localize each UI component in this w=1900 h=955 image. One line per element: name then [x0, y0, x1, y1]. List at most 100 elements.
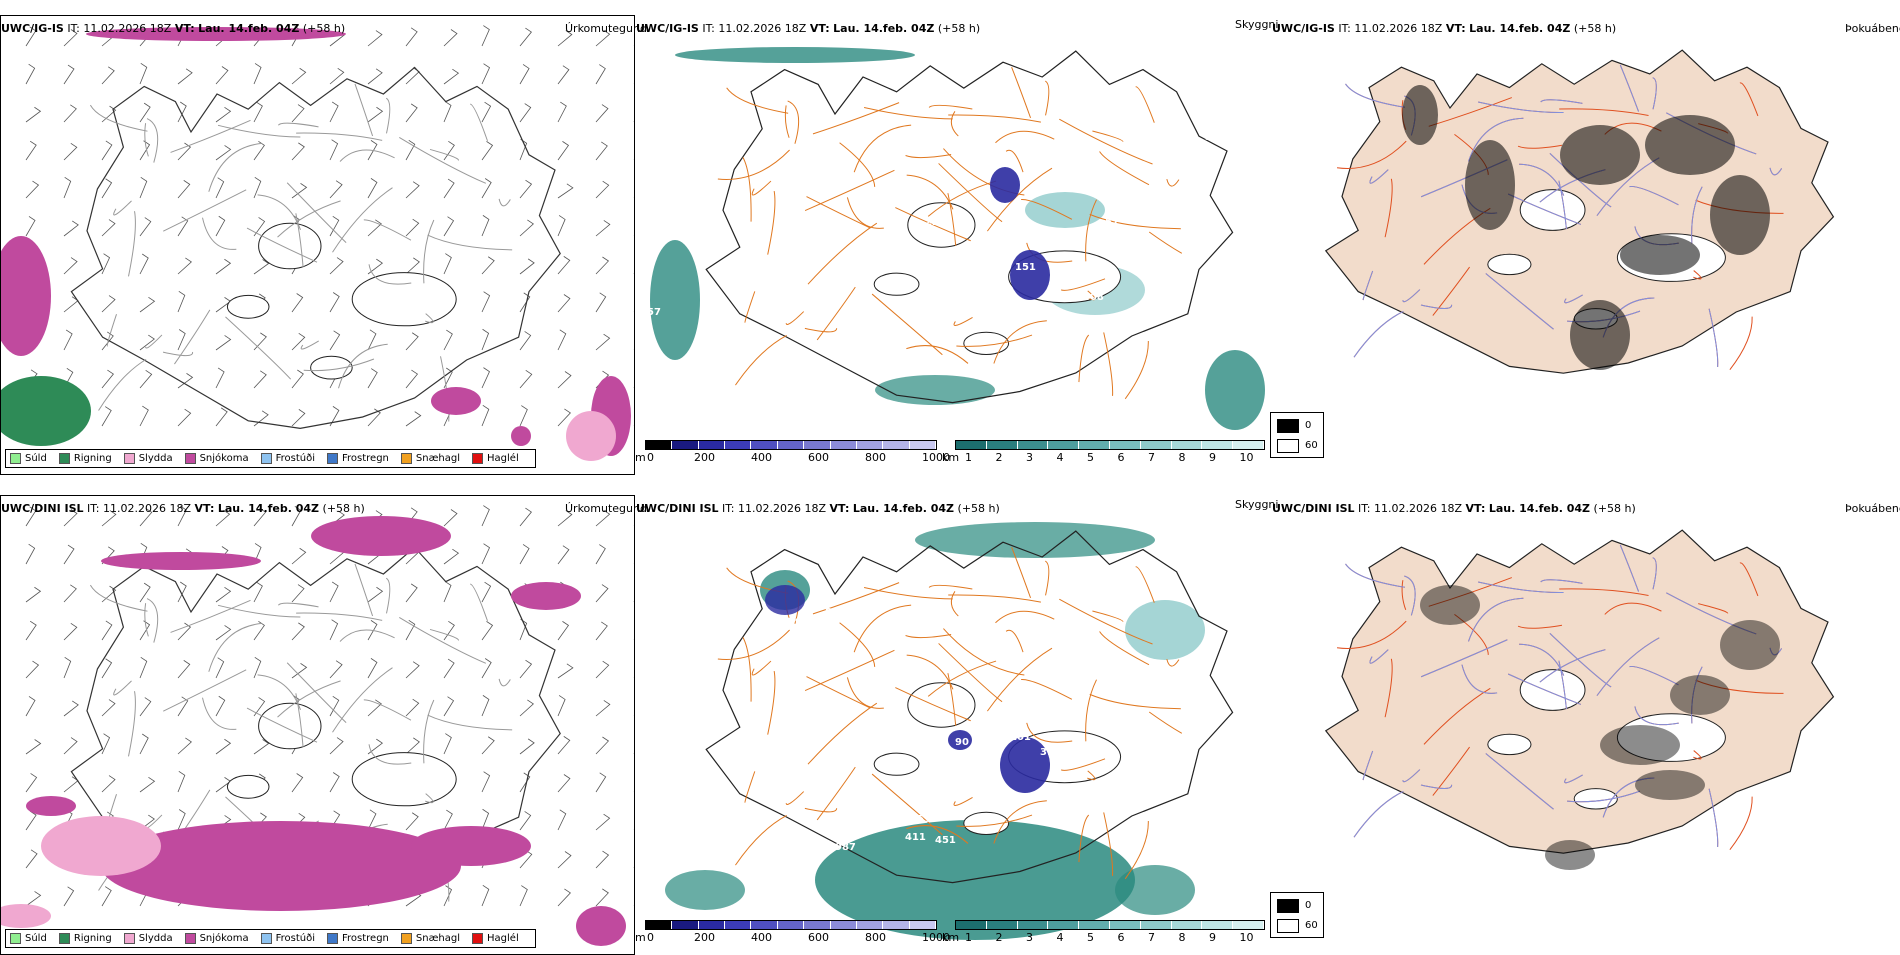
wind-barb [481, 141, 494, 161]
wind-barb [215, 258, 232, 275]
title-vt-label: VT: [1465, 502, 1486, 515]
legend-item-5: Frostregn [327, 453, 389, 464]
wind-barb [367, 140, 378, 161]
road-line [1432, 746, 1470, 796]
wind-barb [519, 772, 531, 793]
glacier-outline [1519, 669, 1586, 711]
visibility-tick: 9 [1209, 931, 1216, 944]
fog-area [1645, 115, 1735, 175]
wind-barb [557, 294, 571, 313]
ceiling-label: 959 [910, 814, 931, 825]
fog-area [1420, 585, 1480, 625]
road-line [113, 680, 132, 696]
wind-barb [101, 219, 116, 237]
wind-barb [519, 544, 530, 565]
wind-barb [139, 296, 156, 313]
legend-swatch [58, 933, 70, 944]
wind-barb [367, 219, 382, 237]
fog-area [1710, 175, 1770, 255]
road-line [1420, 639, 1508, 678]
wind-barb [101, 369, 114, 389]
ceiling-tick: 0 [647, 451, 654, 464]
wind-barb [329, 772, 340, 793]
wind-barb [25, 773, 38, 793]
fog-area [1635, 770, 1705, 800]
road-line [363, 699, 412, 721]
wind-barb [101, 585, 117, 603]
road-line [1428, 577, 1512, 607]
wind-barb [405, 583, 418, 603]
road-line [735, 334, 787, 386]
visibility-panel: 935 868 90 101 395 79 959 411 451 987 90 987 [635, 510, 1270, 940]
road-line [906, 345, 969, 364]
wind-barb [519, 659, 533, 679]
wind-barb [63, 257, 78, 275]
wind-barb [291, 369, 304, 389]
wind-barb [101, 620, 113, 641]
glacier-outline [258, 702, 322, 750]
wind-barb [177, 696, 189, 717]
road-line [947, 673, 957, 726]
ceiling-tick: 200 [694, 451, 715, 464]
precip-map [1, 25, 634, 461]
road-line [943, 628, 1025, 676]
wind-barb [215, 145, 232, 161]
legend-swatch [184, 933, 196, 944]
road-line [163, 189, 247, 232]
wind-barb [101, 295, 116, 313]
wind-barb [557, 256, 571, 275]
road-line [1089, 693, 1181, 710]
visibility-colorbar-step [1079, 441, 1110, 449]
road-line [956, 814, 1033, 827]
legend-swatch [58, 453, 70, 464]
road-line [144, 123, 149, 157]
panel-type-visibility: Skyggni [1235, 498, 1279, 511]
title-it-value: 11.02.2026 18Z [1354, 22, 1443, 35]
glacier-outline [310, 355, 353, 380]
wind-barb [481, 405, 490, 427]
road-line [1369, 649, 1389, 664]
wind-barb [595, 333, 611, 351]
wind-barb [291, 584, 305, 603]
title-model: UWC/IG-IS [1272, 22, 1335, 35]
wind-barb [63, 700, 79, 717]
glacier-outline [1616, 713, 1726, 762]
wind-barb [443, 509, 458, 527]
legend-label: Frostúði [275, 453, 315, 464]
road-line [89, 584, 148, 612]
road-line [1629, 665, 1679, 686]
ceiling-label: 22 [925, 217, 939, 228]
wind-barb [367, 408, 381, 427]
legend-item-1: Rigning [58, 453, 112, 464]
road-line [804, 649, 895, 692]
visibility-colorbar-step [1140, 441, 1172, 449]
fog-panel [1270, 515, 1900, 945]
ceiling-colorbar-step [672, 921, 699, 929]
wind-barb [595, 29, 611, 47]
title-it-label: IT: [1358, 502, 1371, 515]
fog-map [1324, 49, 1835, 374]
road-line [1005, 149, 1024, 173]
low-ceiling-area [1010, 250, 1050, 300]
title-vt-value: Lau. 14.feb. 04Z [1469, 22, 1571, 35]
road-line [871, 293, 943, 356]
wind-barb [25, 696, 36, 717]
road-line [1566, 790, 1641, 803]
wind-barb [367, 178, 378, 199]
road-line [1485, 753, 1554, 810]
wind-barb [367, 30, 383, 47]
ceiling-label: 987 [670, 792, 691, 803]
ceiling-label: 411 [905, 832, 926, 843]
road-line [905, 634, 952, 639]
visibility-colorbar [955, 920, 1265, 930]
wind-barb [215, 215, 226, 237]
wind-barb [63, 886, 75, 907]
wind-barb [595, 220, 611, 237]
road-line [1540, 99, 1583, 104]
wind-barb [215, 738, 232, 755]
road-line [174, 309, 211, 365]
road-line [1166, 658, 1180, 667]
legend-item-7: Haglél [472, 453, 519, 464]
legend-label: Frostúði [275, 933, 315, 944]
ceiling-label: 3 [1205, 132, 1212, 143]
